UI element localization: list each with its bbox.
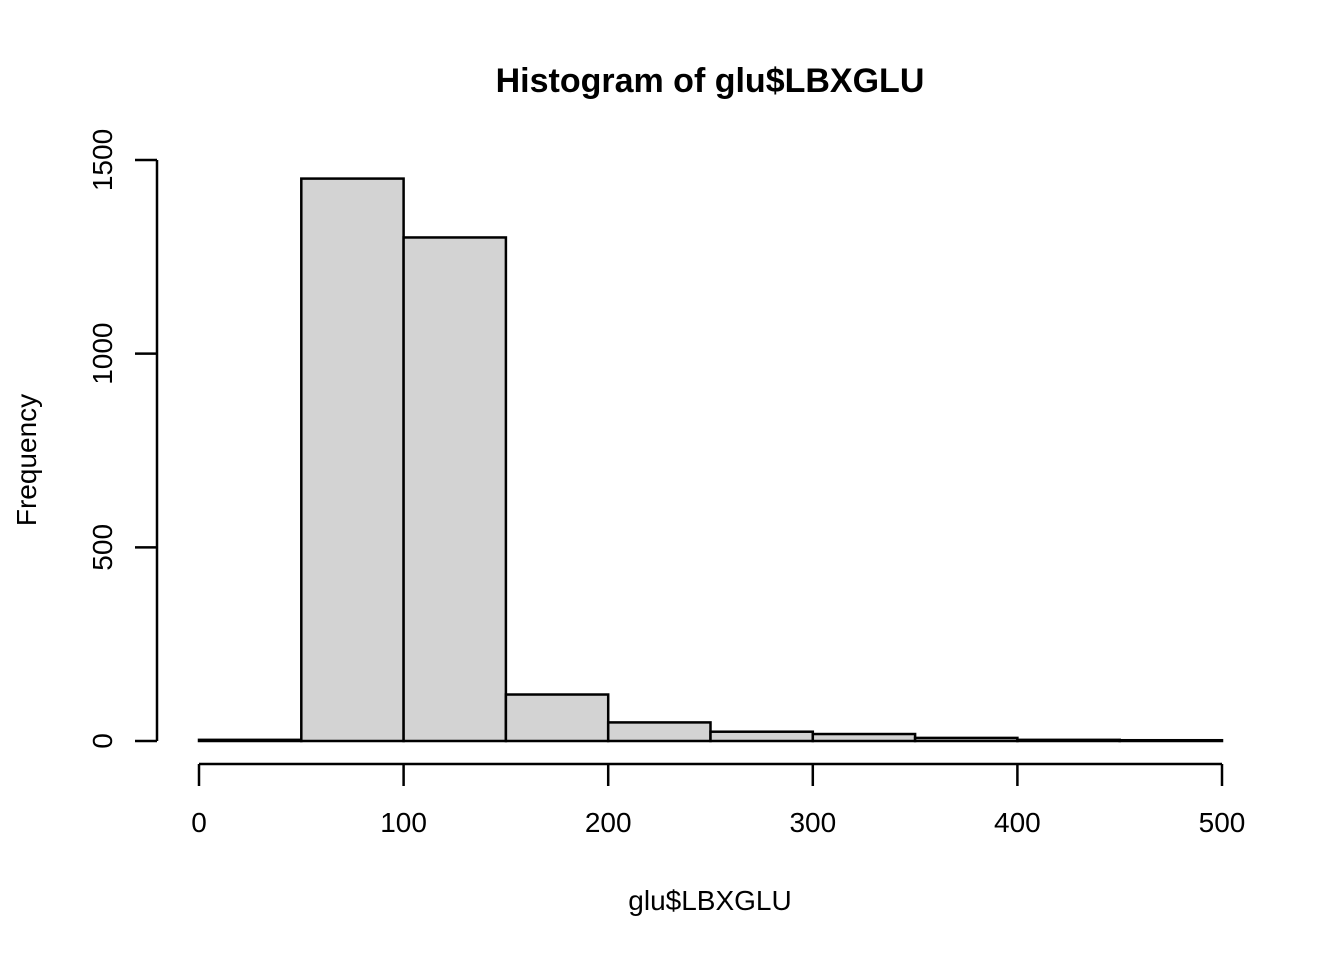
x-axis: 0 100 200 300 400 500 <box>191 762 1246 838</box>
y-tick-label: 500 <box>87 524 118 571</box>
y-tick-label: 0 <box>87 733 118 749</box>
histogram-bar-7 <box>913 736 1019 743</box>
histogram-bar-1 <box>300 177 405 743</box>
x-tick-label: 400 <box>994 807 1041 838</box>
x-tick-label: 0 <box>191 807 207 838</box>
histogram-bar-5 <box>709 730 815 743</box>
x-tick-label: 500 <box>1199 807 1246 838</box>
histogram-bar-8 <box>1016 738 1121 743</box>
histogram-bar-0 <box>197 738 303 743</box>
y-axis-label: Frequency <box>11 394 42 526</box>
x-tick-label: 200 <box>585 807 632 838</box>
y-tick-label: 1500 <box>87 129 118 191</box>
histogram-bar-6 <box>811 732 917 743</box>
y-axis: 0 500 1000 1500 <box>87 129 159 749</box>
histogram-bar-9 <box>1118 738 1224 743</box>
chart-title: Histogram of glu$LBXGLU <box>496 62 925 100</box>
x-tick-label: 100 <box>380 807 427 838</box>
x-tick-label: 300 <box>789 807 836 838</box>
histogram-bar-2 <box>402 236 508 743</box>
y-tick-label: 1000 <box>87 323 118 385</box>
bars-group <box>197 177 1224 743</box>
x-axis-label: glu$LBXGLU <box>628 885 791 916</box>
histogram-bar-3 <box>504 693 610 743</box>
histogram-bar-4 <box>606 721 712 743</box>
